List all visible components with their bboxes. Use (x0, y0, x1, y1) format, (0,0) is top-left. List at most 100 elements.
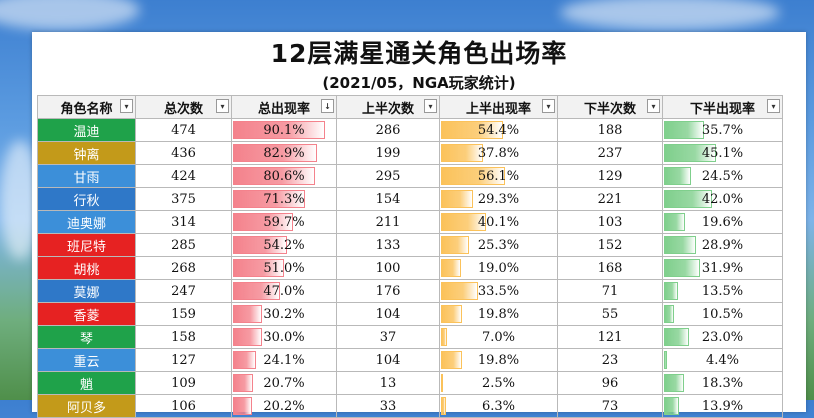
filter-dropdown-icon[interactable]: ▾ (120, 99, 133, 113)
cell-lower-rate[interactable]: 31.9% (662, 256, 783, 280)
cell-name[interactable]: 行秋 (37, 187, 136, 211)
cell-upper[interactable]: 176 (336, 279, 440, 303)
column-header-upper-rate[interactable]: 上半出现率 ▾ (439, 95, 558, 119)
cell-lower[interactable]: 73 (557, 394, 663, 418)
filter-dropdown-icon[interactable]: ▾ (767, 99, 780, 113)
cell-upper[interactable]: 211 (336, 210, 440, 234)
cell-name[interactable]: 迪奥娜 (37, 210, 136, 234)
cell-lower-rate[interactable]: 45.1% (662, 141, 783, 165)
cell-upper-rate[interactable]: 37.8% (439, 141, 558, 165)
cell-upper[interactable]: 100 (336, 256, 440, 280)
cell-lower[interactable]: 221 (557, 187, 663, 211)
cell-total-rate[interactable]: 47.0% (231, 279, 337, 303)
cell-upper[interactable]: 104 (336, 302, 440, 326)
cell-name[interactable]: 胡桃 (37, 256, 136, 280)
cell-total[interactable]: 109 (135, 371, 232, 395)
cell-upper-rate[interactable]: 54.4% (439, 118, 558, 142)
cell-lower-rate[interactable]: 35.7% (662, 118, 783, 142)
cell-name[interactable]: 钟离 (37, 141, 136, 165)
cell-upper-rate[interactable]: 25.3% (439, 233, 558, 257)
cell-total-rate[interactable]: 20.2% (231, 394, 337, 418)
cell-total-rate[interactable]: 90.1% (231, 118, 337, 142)
cell-total[interactable]: 436 (135, 141, 232, 165)
cell-total-rate[interactable]: 20.7% (231, 371, 337, 395)
cell-lower-rate[interactable]: 24.5% (662, 164, 783, 188)
cell-name[interactable]: 重云 (37, 348, 136, 372)
column-header-upper[interactable]: 上半次数 ▾ (336, 95, 440, 119)
cell-total[interactable]: 127 (135, 348, 232, 372)
cell-upper-rate[interactable]: 19.8% (439, 302, 558, 326)
cell-upper-rate[interactable]: 2.5% (439, 371, 558, 395)
filter-dropdown-icon[interactable]: ▾ (216, 99, 229, 113)
cell-name[interactable]: 班尼特 (37, 233, 136, 257)
cell-total-rate[interactable]: 59.7% (231, 210, 337, 234)
cell-lower[interactable]: 23 (557, 348, 663, 372)
cell-lower[interactable]: 152 (557, 233, 663, 257)
cell-upper-rate[interactable]: 6.3% (439, 394, 558, 418)
cell-upper-rate[interactable]: 29.3% (439, 187, 558, 211)
cell-lower-rate[interactable]: 4.4% (662, 348, 783, 372)
cell-lower[interactable]: 121 (557, 325, 663, 349)
cell-total-rate[interactable]: 30.2% (231, 302, 337, 326)
cell-upper[interactable]: 133 (336, 233, 440, 257)
column-header-total-rate[interactable]: 总出现率 ↓ (231, 95, 337, 119)
cell-total-rate[interactable]: 24.1% (231, 348, 337, 372)
cell-lower[interactable]: 96 (557, 371, 663, 395)
cell-lower-rate[interactable]: 28.9% (662, 233, 783, 257)
cell-upper[interactable]: 13 (336, 371, 440, 395)
cell-total-rate[interactable]: 80.6% (231, 164, 337, 188)
cell-total[interactable]: 158 (135, 325, 232, 349)
cell-lower-rate[interactable]: 13.5% (662, 279, 783, 303)
cell-total[interactable]: 424 (135, 164, 232, 188)
cell-name[interactable]: 温迪 (37, 118, 136, 142)
cell-lower[interactable]: 103 (557, 210, 663, 234)
cell-name[interactable]: 莫娜 (37, 279, 136, 303)
cell-upper[interactable]: 154 (336, 187, 440, 211)
cell-lower-rate[interactable]: 42.0% (662, 187, 783, 211)
cell-upper[interactable]: 199 (336, 141, 440, 165)
cell-upper-rate[interactable]: 7.0% (439, 325, 558, 349)
cell-upper-rate[interactable]: 56.1% (439, 164, 558, 188)
cell-lower-rate[interactable]: 18.3% (662, 371, 783, 395)
cell-lower-rate[interactable]: 13.9% (662, 394, 783, 418)
cell-total[interactable]: 106 (135, 394, 232, 418)
cell-upper[interactable]: 37 (336, 325, 440, 349)
sort-descending-icon[interactable]: ↓ (321, 99, 334, 113)
cell-upper[interactable]: 33 (336, 394, 440, 418)
cell-total[interactable]: 268 (135, 256, 232, 280)
cell-upper-rate[interactable]: 19.0% (439, 256, 558, 280)
cell-total[interactable]: 159 (135, 302, 232, 326)
filter-dropdown-icon[interactable]: ▾ (424, 99, 437, 113)
cell-upper-rate[interactable]: 40.1% (439, 210, 558, 234)
cell-total-rate[interactable]: 82.9% (231, 141, 337, 165)
cell-name[interactable]: 魈 (37, 371, 136, 395)
cell-total-rate[interactable]: 30.0% (231, 325, 337, 349)
cell-total[interactable]: 247 (135, 279, 232, 303)
cell-name[interactable]: 阿贝多 (37, 394, 136, 418)
cell-name[interactable]: 琴 (37, 325, 136, 349)
cell-total[interactable]: 314 (135, 210, 232, 234)
cell-total[interactable]: 375 (135, 187, 232, 211)
cell-lower[interactable]: 237 (557, 141, 663, 165)
cell-upper[interactable]: 295 (336, 164, 440, 188)
cell-lower-rate[interactable]: 19.6% (662, 210, 783, 234)
cell-upper-rate[interactable]: 19.8% (439, 348, 558, 372)
cell-lower[interactable]: 71 (557, 279, 663, 303)
filter-dropdown-icon[interactable]: ▾ (647, 99, 660, 113)
cell-upper[interactable]: 286 (336, 118, 440, 142)
cell-upper[interactable]: 104 (336, 348, 440, 372)
column-header-total[interactable]: 总次数 ▾ (135, 95, 232, 119)
cell-lower[interactable]: 188 (557, 118, 663, 142)
cell-upper-rate[interactable]: 33.5% (439, 279, 558, 303)
cell-name[interactable]: 甘雨 (37, 164, 136, 188)
cell-lower[interactable]: 55 (557, 302, 663, 326)
cell-total-rate[interactable]: 51.0% (231, 256, 337, 280)
cell-total[interactable]: 474 (135, 118, 232, 142)
cell-total-rate[interactable]: 71.3% (231, 187, 337, 211)
column-header-lower[interactable]: 下半次数 ▾ (557, 95, 663, 119)
cell-lower-rate[interactable]: 10.5% (662, 302, 783, 326)
column-header-lower-rate[interactable]: 下半出现率 ▾ (662, 95, 783, 119)
cell-lower[interactable]: 168 (557, 256, 663, 280)
cell-name[interactable]: 香菱 (37, 302, 136, 326)
cell-total[interactable]: 285 (135, 233, 232, 257)
